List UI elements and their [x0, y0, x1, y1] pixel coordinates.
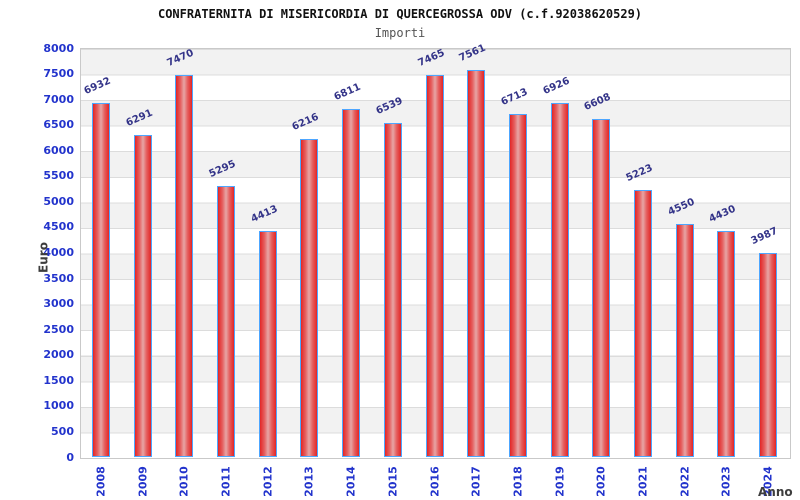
- bar-2019: [550, 103, 569, 457]
- x-tick-label: 2011: [219, 466, 233, 497]
- x-tick-label: 2019: [553, 466, 567, 497]
- bar-2016: [425, 75, 444, 457]
- bar-2009: [133, 135, 152, 457]
- y-tick-label: 500: [51, 424, 74, 438]
- x-tick-label: 2017: [469, 466, 483, 497]
- bar-2024: [759, 253, 778, 457]
- x-tick-label: 2022: [678, 466, 692, 497]
- bar-2018: [508, 114, 527, 457]
- bar-2023: [717, 231, 736, 457]
- y-tick-label: 2000: [43, 348, 74, 362]
- chart-subtitle: Importi: [374, 26, 426, 40]
- y-tick-label: 3000: [43, 297, 74, 311]
- y-tick-label: 2500: [43, 322, 74, 336]
- x-tick-label: 2015: [386, 466, 400, 497]
- y-tick-label: 6000: [43, 143, 74, 157]
- bar-2011: [216, 186, 235, 457]
- x-tick-label: 2014: [344, 466, 358, 497]
- x-tick-label: 2016: [428, 466, 441, 497]
- bar-2021: [634, 190, 653, 457]
- y-tick-label: 6500: [43, 118, 74, 132]
- chart-title: CONFRATERNITA DI MISERICORDIA DI QUERCEG…: [157, 7, 643, 21]
- bar-2008: [91, 103, 110, 457]
- x-tick-label: 2010: [177, 466, 191, 497]
- bar-2017: [467, 70, 486, 457]
- x-tick-label: 2018: [511, 466, 525, 497]
- x-tick-label: 2020: [594, 466, 608, 497]
- bar-2012: [258, 231, 277, 457]
- y-tick-label: 7500: [43, 67, 74, 81]
- x-axis-title: Anno: [758, 485, 793, 499]
- x-tick-label: 2021: [636, 466, 650, 497]
- x-tick-label: 2008: [94, 466, 108, 497]
- bar-2010: [175, 75, 194, 457]
- y-tick-label: 0: [66, 450, 74, 464]
- bar-2013: [300, 139, 319, 457]
- bar-2020: [592, 119, 611, 457]
- y-tick-label: 8000: [43, 41, 74, 55]
- y-tick-label: 1500: [43, 373, 74, 387]
- y-tick-label: 4500: [43, 220, 74, 234]
- bar-2014: [342, 109, 361, 457]
- y-tick-label: 4000: [43, 246, 74, 259]
- x-tick-label: 2013: [302, 466, 316, 497]
- y-tick-label: 5000: [43, 194, 74, 208]
- x-tick-label: 2009: [136, 466, 150, 497]
- y-tick-label: 7000: [43, 92, 74, 106]
- y-tick-label: 1000: [43, 399, 74, 413]
- x-tick-label: 2012: [261, 466, 275, 497]
- x-tick-label: 2023: [719, 466, 733, 497]
- y-tick-label: 5500: [43, 169, 74, 183]
- bar-2022: [675, 224, 694, 457]
- y-axis-title: Euro: [36, 242, 51, 273]
- bar-2015: [383, 123, 402, 457]
- y-tick-label: 3500: [43, 271, 74, 285]
